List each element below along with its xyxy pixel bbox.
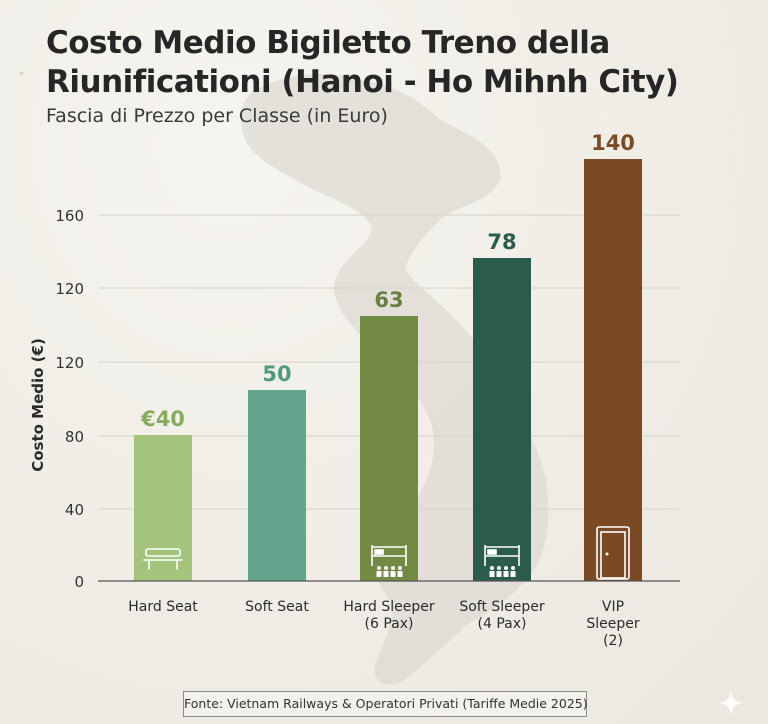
bar-value-label: €40 bbox=[140, 407, 185, 431]
x-tick-label: Soft Seat bbox=[245, 599, 309, 615]
y-axis-title: Costo Medio (€) bbox=[29, 338, 47, 472]
bunk-bed-icon bbox=[371, 545, 407, 577]
source-note: Fonte: Vietnam Railways & Operatori Priv… bbox=[183, 691, 588, 717]
chart-subtitle: Fascia di Prezzo per Classe (in Euro) bbox=[46, 105, 388, 127]
y-tick-label: 0 bbox=[74, 573, 84, 591]
bar bbox=[248, 390, 306, 581]
x-tick-label: VIP bbox=[602, 599, 624, 615]
x-tick-label: (2) bbox=[603, 633, 623, 649]
bar bbox=[584, 159, 642, 581]
bar-value-label: 63 bbox=[374, 288, 403, 312]
x-tick-label: (4 Pax) bbox=[478, 616, 527, 632]
x-tick-label: (6 Pax) bbox=[365, 616, 414, 632]
bar bbox=[473, 258, 531, 581]
x-tick-label: Hard Sleeper bbox=[343, 599, 434, 615]
bar-value-label: 50 bbox=[262, 362, 291, 386]
bunk-bed-icon bbox=[484, 545, 520, 577]
bar-value-label: 78 bbox=[487, 230, 516, 254]
x-tick-label: Soft Sleeper bbox=[459, 599, 545, 615]
bar bbox=[360, 316, 418, 581]
y-tick-label: 120 bbox=[55, 354, 84, 372]
x-tick-label: Sleeper bbox=[586, 616, 640, 632]
y-tick-label: 40 bbox=[65, 501, 84, 519]
y-tick-label: 160 bbox=[55, 207, 84, 225]
bar bbox=[134, 435, 192, 581]
chart-title: Costo Medio Bigiletto Treno della Riunif… bbox=[46, 25, 679, 100]
bench-icon bbox=[143, 548, 183, 570]
sparkle-icon bbox=[718, 690, 744, 716]
bar-value-label: 140 bbox=[591, 131, 635, 155]
x-tick-label: Hard Seat bbox=[128, 599, 198, 615]
y-tick-label: 120 bbox=[55, 280, 84, 298]
y-tick-label: 80 bbox=[65, 428, 84, 446]
door-icon bbox=[596, 526, 630, 580]
